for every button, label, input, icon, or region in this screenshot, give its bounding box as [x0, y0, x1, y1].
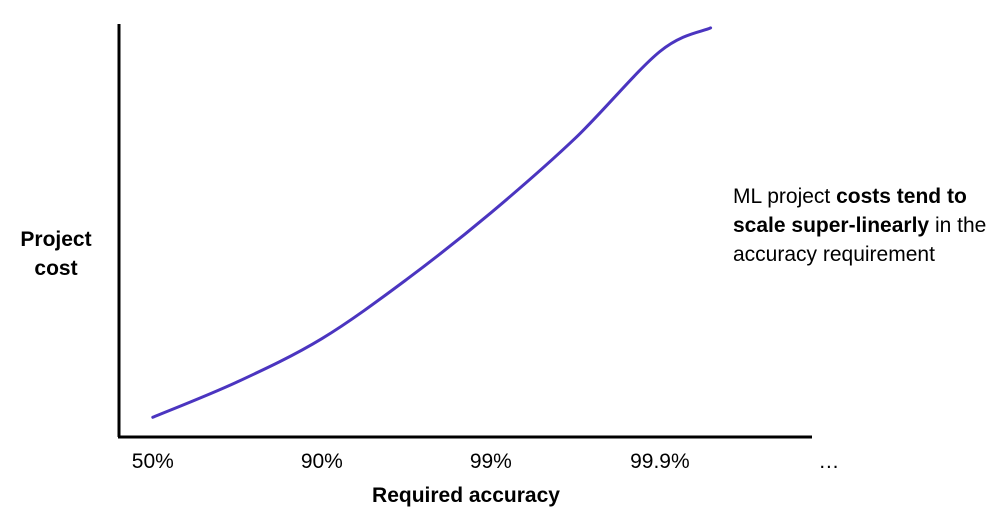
x-tick-label: 99% — [470, 450, 512, 473]
series-layer — [151, 26, 713, 419]
cost-curve-line — [151, 26, 713, 419]
y-axis-title-line-2: cost — [34, 257, 77, 280]
x-tick-label: 90% — [301, 450, 343, 473]
annotation-text-end: in the accuracy requirement — [733, 214, 987, 266]
annotation-text-bold: costs tend to scale super-linearly — [733, 185, 967, 237]
x-axis-title: Required accuracy — [372, 484, 560, 507]
x-tick-labels: 50% 90% 99% 99.9% … — [132, 450, 840, 473]
x-tick-label: 50% — [132, 450, 174, 473]
y-axis-title-line-1: Project — [20, 228, 91, 251]
x-tick-label: … — [818, 450, 839, 473]
chart-annotation: ML project costs tend to scale super-lin… — [733, 182, 998, 269]
annotation-text-start: ML project — [733, 185, 837, 208]
x-tick-label: 99.9% — [630, 450, 690, 473]
